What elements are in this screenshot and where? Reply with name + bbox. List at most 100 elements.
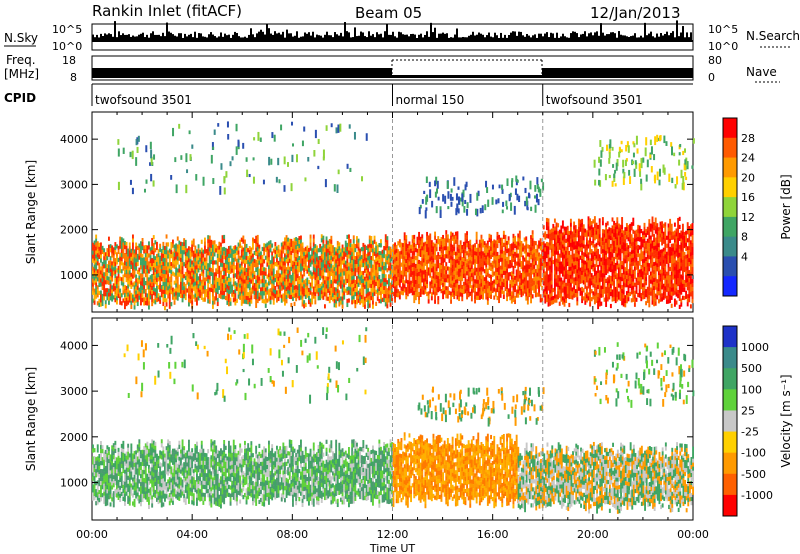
data-cell: [365, 253, 368, 259]
data-cell: [619, 228, 622, 233]
data-cell: [437, 260, 440, 265]
data-cell: [544, 259, 547, 264]
data-cell: [555, 262, 558, 267]
data-cell: [284, 269, 286, 274]
data-cell: [232, 278, 235, 283]
data-cell: [392, 283, 395, 289]
data-cell: [530, 279, 532, 284]
data-cell: [611, 289, 614, 294]
data-cell: [328, 250, 331, 256]
data-cell: [549, 297, 552, 302]
data-cell: [154, 276, 157, 281]
data-cell: [614, 246, 617, 252]
data-cell: [293, 293, 296, 299]
data-cell: [517, 253, 520, 258]
data-cell: [196, 293, 198, 298]
data-cell: [501, 261, 504, 266]
data-cell: [152, 299, 155, 304]
data-cell: [522, 287, 524, 292]
data-cell: [574, 273, 577, 278]
data-cell: [605, 242, 608, 247]
data-cell: [451, 280, 454, 285]
data-cell: [215, 260, 218, 265]
data-cell: [372, 256, 374, 261]
data-cell: [125, 245, 128, 251]
data-cell: [538, 276, 540, 281]
data-cell: [279, 277, 282, 282]
data-cell: [461, 249, 464, 254]
data-cell: [472, 288, 475, 293]
data-cell: [164, 246, 166, 251]
data-cell: [327, 280, 330, 285]
data-cell: [333, 251, 336, 256]
data-cell: [549, 277, 552, 282]
data-cell: [418, 267, 420, 273]
data-cell: [442, 254, 444, 260]
data-cell: [200, 255, 203, 260]
data-cell: [181, 274, 184, 279]
data-cell: [445, 274, 448, 279]
data-cell: [205, 273, 208, 278]
data-cell: [95, 242, 98, 247]
data-cell: [434, 291, 436, 296]
nsky-bar: [192, 37, 194, 42]
data-cell: [348, 270, 350, 275]
data-cell: [213, 284, 216, 289]
data-cell: [388, 266, 390, 271]
data-cell: [585, 274, 588, 279]
data-cell: [167, 270, 170, 275]
data-cell: [325, 292, 328, 297]
data-cell: [474, 291, 476, 296]
nsky-bar: [566, 37, 568, 42]
data-cell: [272, 276, 275, 281]
data-cell: [590, 221, 593, 226]
nsky-bar: [486, 35, 488, 42]
data-cell: [341, 248, 344, 253]
data-cell: [422, 274, 425, 279]
data-cell: [573, 241, 576, 246]
data-cell: [613, 220, 616, 226]
data-cell: [518, 282, 521, 287]
data-cell: [389, 294, 392, 299]
nsky-bar: [518, 31, 520, 42]
data-cell: [622, 278, 625, 283]
data-cell: [234, 293, 237, 298]
data-cell: [352, 295, 355, 300]
data-cell: [598, 282, 601, 287]
data-cell: [512, 277, 515, 283]
data-cell: [282, 285, 285, 290]
data-cell: [223, 254, 226, 260]
data-cell: [467, 261, 470, 266]
data-cell: [293, 273, 296, 279]
data-cell: [603, 261, 606, 266]
data-cell: [208, 255, 211, 260]
data-cell: [582, 256, 585, 261]
data-cell: [338, 294, 341, 299]
data-cell: [338, 262, 341, 267]
nsky-bar: [626, 36, 628, 42]
data-cell: [144, 256, 147, 262]
data-cell: [573, 233, 576, 238]
data-cell: [595, 274, 598, 279]
data-cell: [197, 292, 200, 297]
data-cell: [100, 254, 102, 259]
data-cell: [453, 242, 456, 248]
data-cell: [130, 304, 133, 309]
nsky-bar: [358, 35, 360, 42]
data-cell: [549, 233, 552, 238]
data-cell: [619, 276, 622, 281]
data-cell: [573, 237, 576, 242]
nsky-bar: [502, 37, 504, 42]
data-cell: [557, 283, 560, 288]
data-cell: [534, 253, 537, 258]
nsky-bar: [430, 22, 432, 42]
data-cell: [414, 255, 417, 261]
data-cell: [458, 264, 460, 270]
nsky-bar: [292, 36, 294, 42]
data-cell: [260, 259, 262, 264]
data-cell: [255, 235, 258, 240]
data-cell: [213, 244, 216, 249]
data-cell: [244, 255, 246, 260]
data-cell: [308, 267, 310, 273]
data-cell: [176, 296, 179, 301]
